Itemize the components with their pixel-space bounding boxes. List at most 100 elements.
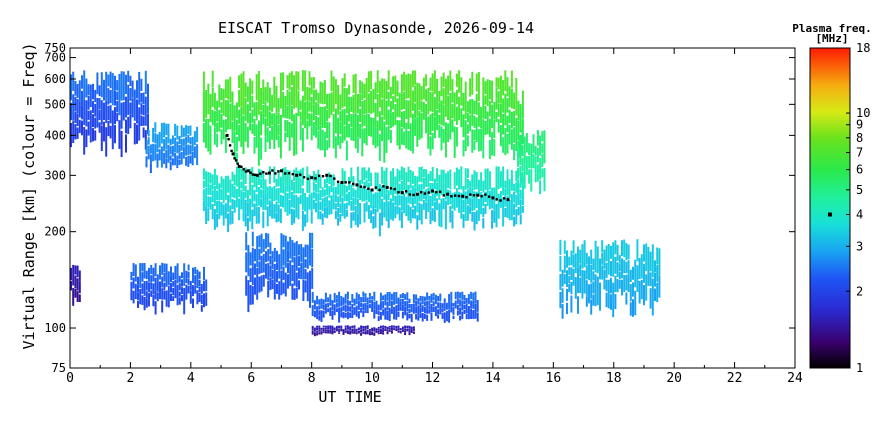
- echo-cell: [367, 71, 370, 92]
- trace-point: [274, 172, 277, 175]
- echo-cell: [649, 288, 652, 309]
- echo-cell: [253, 119, 256, 136]
- echo-cell: [360, 297, 363, 303]
- echo-cell: [242, 167, 245, 192]
- echo-cell: [198, 279, 201, 287]
- echo-cell: [421, 296, 424, 305]
- echo-cell: [464, 168, 467, 190]
- echo-cell: [610, 294, 612, 310]
- echo-cell: [205, 118, 208, 149]
- trace-point: [251, 173, 254, 176]
- echo-cell: [278, 254, 281, 279]
- echo-cell: [279, 208, 282, 224]
- echo-cell: [372, 193, 375, 205]
- echo-cell: [521, 145, 524, 157]
- echo-cell: [427, 116, 430, 149]
- echo-cell: [460, 166, 463, 190]
- echo-cell: [122, 71, 125, 101]
- trace-point: [408, 193, 411, 196]
- echo-cell: [510, 88, 513, 109]
- echo-cell: [258, 276, 261, 293]
- echo-cell: [154, 263, 157, 277]
- echo-cell: [376, 172, 379, 192]
- echo-cell: [209, 172, 212, 184]
- echo-cell: [360, 333, 363, 336]
- echo-cell: [172, 287, 175, 296]
- echo-cell: [408, 328, 411, 331]
- echo-cell: [374, 172, 377, 190]
- echo-cell: [368, 333, 371, 336]
- echo-cell: [359, 93, 362, 107]
- echo-cell: [610, 277, 612, 294]
- trace-point: [450, 195, 453, 198]
- echo-cell: [515, 194, 518, 208]
- echo-cell: [504, 127, 507, 156]
- echo-cell: [211, 110, 214, 126]
- echo-cell: [295, 167, 298, 194]
- echo-cell: [338, 328, 341, 331]
- trace-point: [454, 194, 457, 197]
- echo-cell: [401, 304, 404, 312]
- echo-cell: [643, 285, 645, 306]
- echo-cell: [327, 297, 330, 302]
- echo-cell: [312, 199, 315, 210]
- echo-cell: [459, 292, 462, 299]
- echo-cell: [521, 118, 524, 130]
- echo-cell: [351, 303, 354, 310]
- echo-cell: [409, 123, 412, 152]
- echo-cell: [207, 182, 210, 195]
- echo-cell: [172, 272, 175, 280]
- echo-cell: [299, 187, 302, 194]
- echo-cell: [257, 187, 260, 206]
- echo-cell: [107, 105, 110, 121]
- echo-cell: [111, 110, 114, 150]
- echo-cell: [508, 199, 511, 221]
- echo-cell: [163, 282, 166, 291]
- echo-cell: [318, 305, 321, 310]
- echo-cell: [227, 213, 230, 233]
- echo-cell: [98, 109, 101, 121]
- y-tick-label: 600: [44, 72, 66, 86]
- echo-cell: [275, 114, 278, 140]
- echo-cell: [517, 167, 520, 179]
- echo-cell: [235, 166, 238, 187]
- echo-cell: [145, 280, 148, 291]
- echo-cell: [356, 183, 359, 199]
- echo-cell: [408, 298, 411, 303]
- echo-cell: [356, 137, 359, 153]
- echo-cell: [182, 146, 185, 159]
- echo-cell: [375, 306, 378, 314]
- echo-cell: [532, 154, 535, 169]
- echo-cell: [477, 72, 480, 102]
- echo-cell: [510, 194, 513, 221]
- echo-cell: [349, 306, 352, 312]
- echo-cell: [273, 204, 276, 219]
- echo-cell: [568, 267, 571, 275]
- echo-cell: [318, 310, 321, 316]
- echo-cell: [304, 192, 307, 212]
- echo-cell: [618, 280, 621, 289]
- echo-cell: [297, 197, 300, 220]
- echo-cell: [484, 95, 487, 105]
- echo-cell: [337, 85, 340, 115]
- echo-cell: [502, 197, 505, 227]
- trace-point: [318, 174, 321, 177]
- echo-cell: [361, 186, 364, 202]
- colorbar-tick-label: 18: [856, 41, 870, 55]
- echo-cell: [154, 133, 157, 144]
- echo-cell: [142, 105, 145, 116]
- echo-cell: [176, 284, 179, 306]
- echo-cell: [530, 143, 533, 169]
- echo-cell: [378, 134, 381, 161]
- echo-cell: [375, 330, 378, 333]
- echo-cell: [367, 205, 370, 219]
- echo-cell: [137, 292, 139, 300]
- echo-cell: [651, 244, 654, 278]
- trace-point: [240, 165, 243, 169]
- echo-cell: [92, 100, 94, 113]
- echo-cell: [392, 96, 395, 110]
- echo-cell: [366, 297, 369, 305]
- x-tick-label: 8: [308, 371, 316, 386]
- echo-cell: [191, 151, 194, 166]
- echo-cell: [415, 300, 418, 307]
